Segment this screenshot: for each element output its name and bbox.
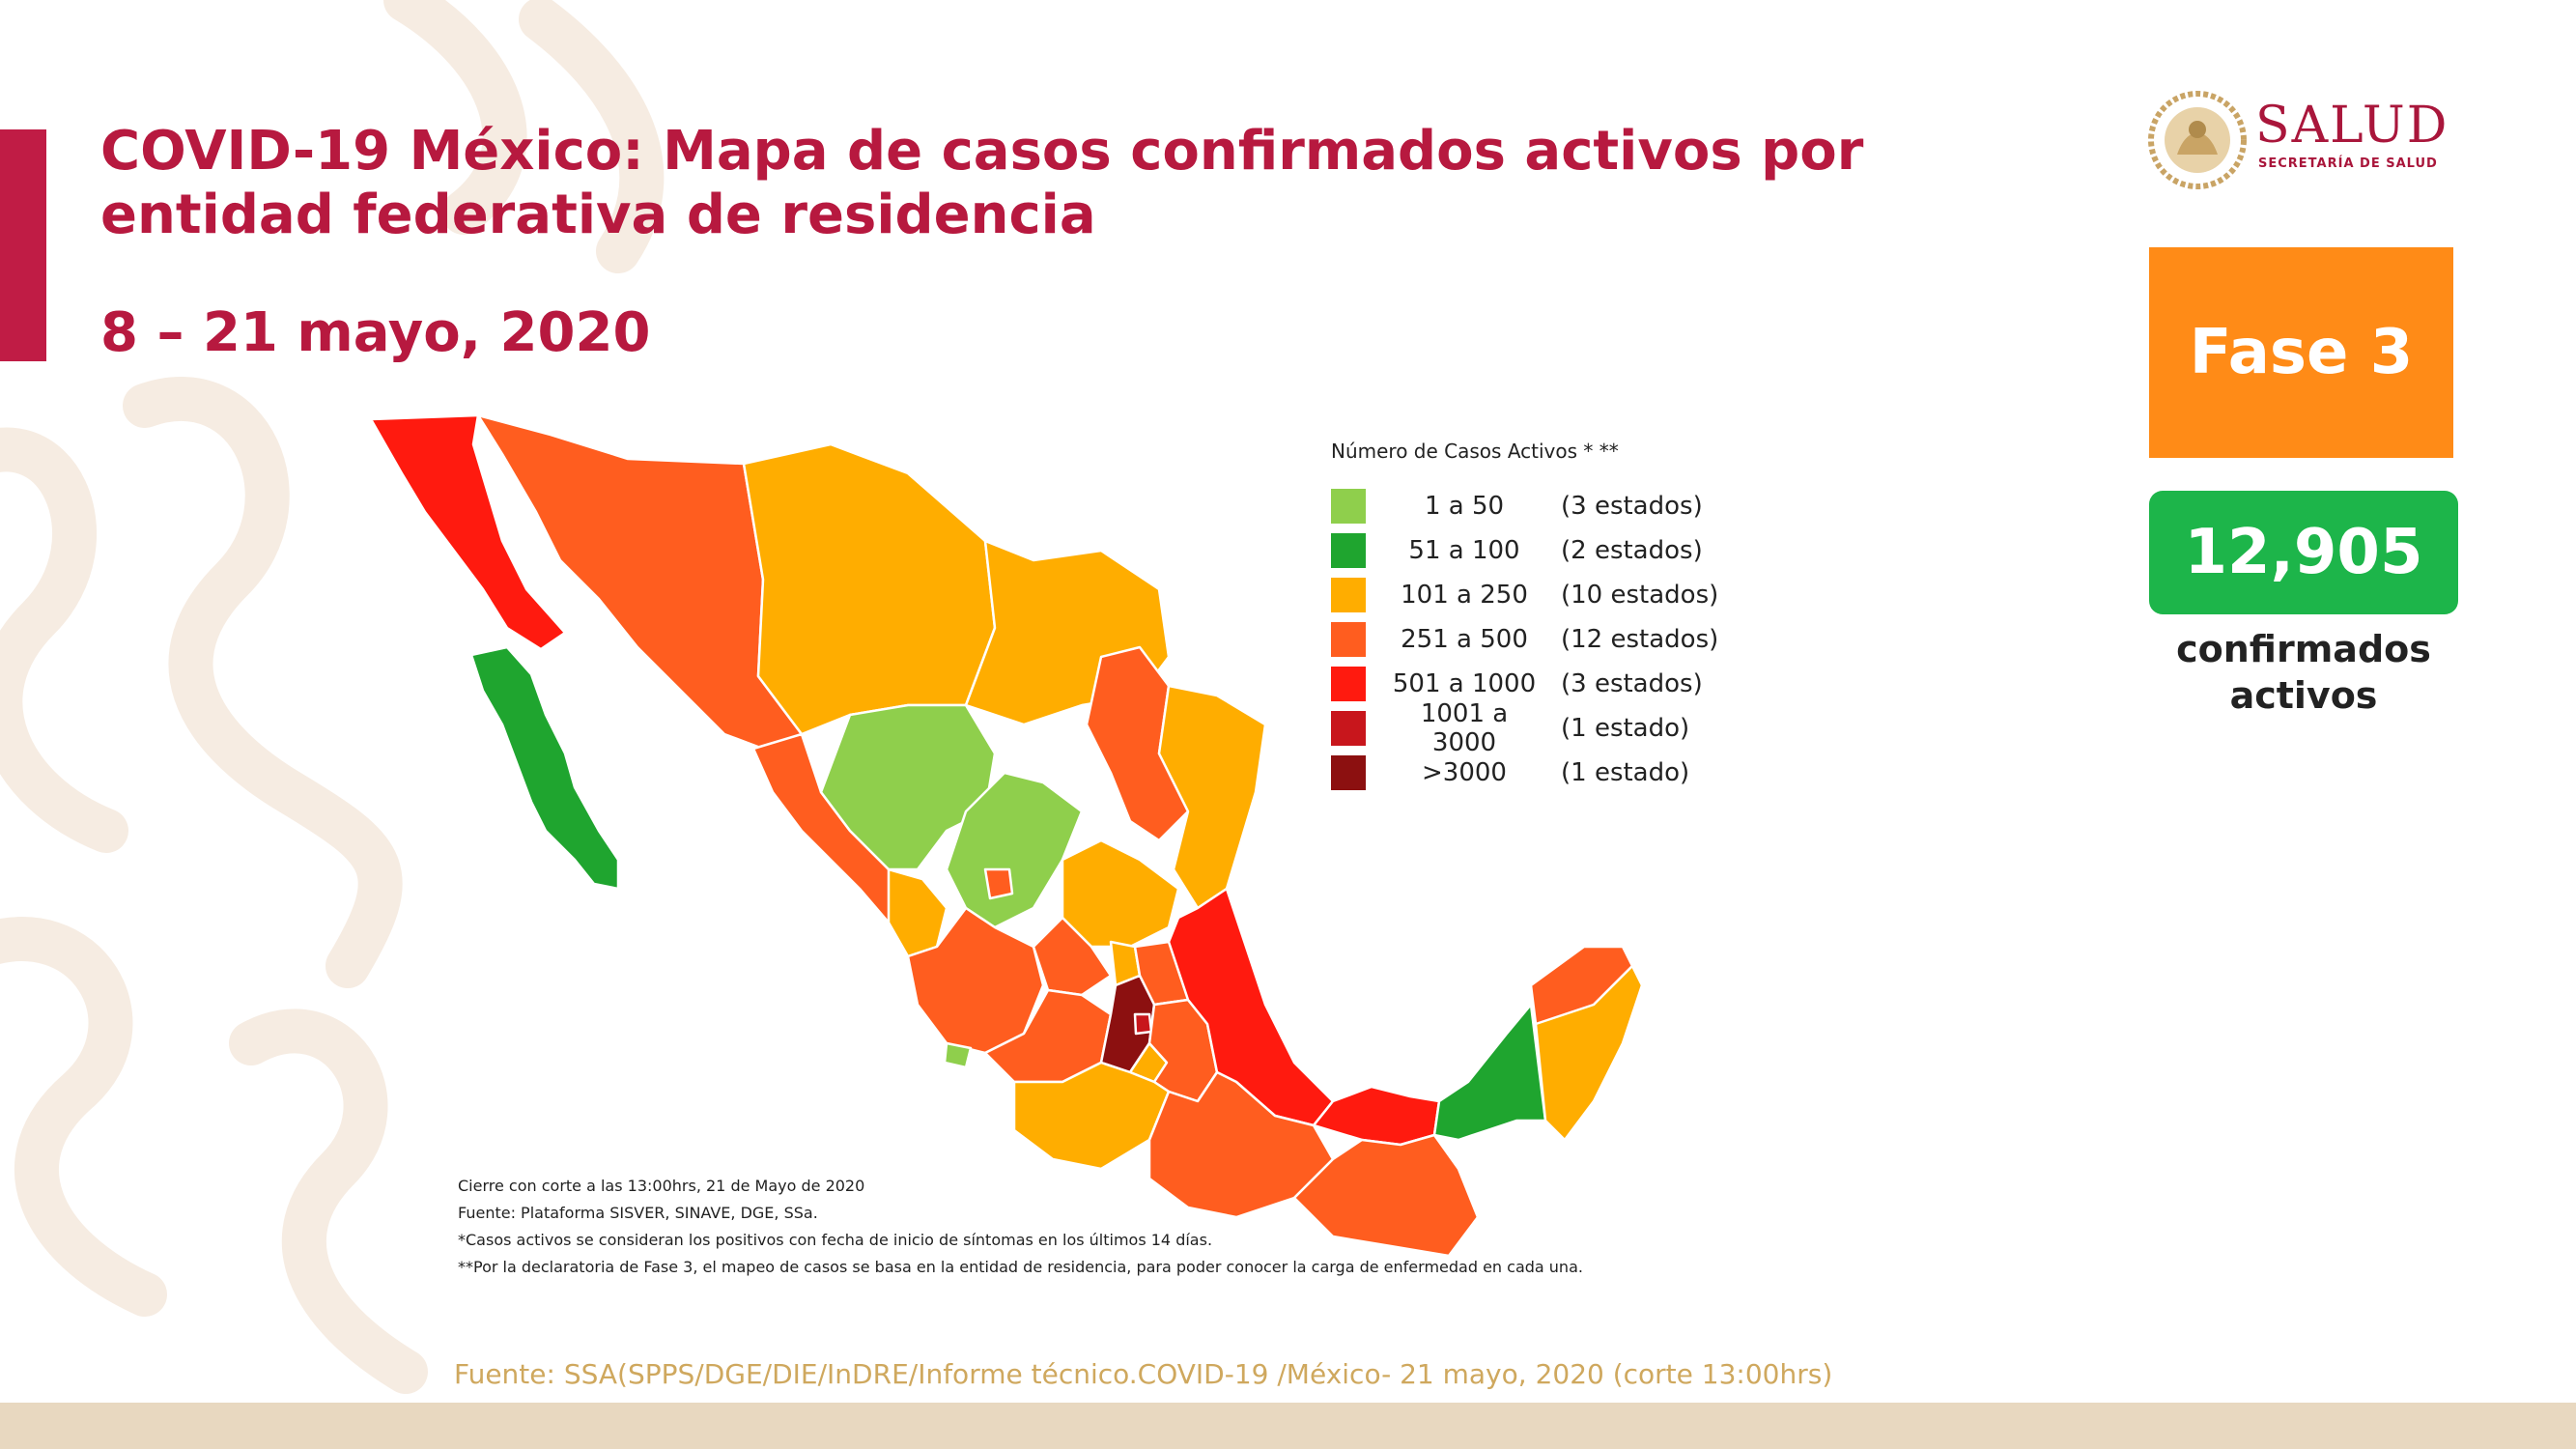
legend-swatch: [1331, 578, 1366, 612]
note-platform-source: Fuente: Plataforma SISVER, SINAVE, DGE, …: [458, 1204, 818, 1222]
active-cases-count: 12,905: [2149, 491, 2458, 614]
legend-states: (3 estados): [1561, 669, 1703, 698]
state-ciudad-de-mexico: [1133, 1012, 1153, 1036]
state-san-luis-potosi: [1061, 838, 1180, 949]
legend-states: (1 estado): [1561, 758, 1690, 787]
state-chihuahua: [742, 442, 997, 736]
state-nayarit: [887, 867, 948, 958]
salud-logo: SALUD SECRETARÍA DE SALUD: [2144, 81, 2463, 197]
legend-range: 1001 a 3000: [1420, 699, 1509, 757]
legend-item: 101 a 250 (10 estados): [1331, 573, 1756, 617]
state-baja-california: [369, 413, 567, 651]
page-title: COVID-19 México: Mapa de casos confirmad…: [100, 120, 1864, 246]
salud-logo-subtitle: SECRETARÍA DE SALUD: [2258, 156, 2438, 171]
mexico-map: [369, 413, 1644, 1258]
legend-states: (12 estados): [1561, 625, 1719, 654]
source-footer: Fuente: SSA(SPPS/DGE/DIE/InDRE/Informe t…: [454, 1358, 1833, 1390]
legend-range: 51 a 100: [1408, 536, 1520, 565]
legend-range: 501 a 1000: [1392, 669, 1537, 698]
legend-states: (1 estado): [1561, 714, 1690, 743]
legend-swatch: [1331, 755, 1366, 790]
legend-item: 1001 a 3000 (1 estado): [1331, 699, 1756, 757]
legend-swatch: [1331, 622, 1366, 657]
legend-title: Número de Casos Activos * **: [1331, 440, 1619, 463]
legend-item: >3000 (1 estado): [1331, 751, 1756, 795]
state-chiapas: [1292, 1133, 1480, 1258]
salud-logo-text: SALUD: [2255, 97, 2449, 155]
map-notes: Cierre con corte a las 13:00hrs, 21 de M…: [458, 1173, 1713, 1281]
accent-bar: [0, 129, 46, 361]
active-cases-label: confirmados activos: [2176, 628, 2431, 717]
state-sonora: [476, 413, 804, 751]
state-jalisco: [906, 906, 1045, 1055]
state-baja-california-sur: [469, 645, 620, 891]
legend-item: 251 a 500 (12 estados): [1331, 617, 1756, 662]
state-nuevo-leon: [1085, 645, 1190, 842]
legend-states: (3 estados): [1561, 492, 1703, 521]
state-tabasco: [1312, 1085, 1441, 1147]
legend-range: 101 a 250: [1401, 581, 1528, 610]
footer-band: [0, 1403, 2576, 1449]
note-cutoff: Cierre con corte a las 13:00hrs, 21 de M…: [458, 1177, 865, 1195]
state-campeche: [1432, 1003, 1547, 1142]
state-colima: [943, 1041, 973, 1069]
legend-swatch: [1331, 667, 1366, 701]
state-zacatecas: [945, 771, 1084, 929]
coat-of-arms-icon: [2148, 91, 2247, 189]
map-legend: Número de Casos Activos * ** 1 a 50 (3 e…: [1331, 440, 1756, 795]
state-quintana-roo: [1534, 964, 1644, 1142]
phase-box: Fase 3: [2149, 247, 2453, 458]
legend-states: (10 estados): [1561, 581, 1719, 610]
legend-swatch: [1331, 489, 1366, 524]
legend-states: (2 estados): [1561, 536, 1703, 565]
legend-item: 51 a 100 (2 estados): [1331, 528, 1756, 573]
state-aguascalientes: [983, 867, 1014, 900]
legend-item: 501 a 1000 (3 estados): [1331, 662, 1756, 706]
legend-range: >3000: [1422, 758, 1507, 787]
date-range: 8 – 21 mayo, 2020: [100, 301, 651, 364]
note-active-definition: *Casos activos se consideran los positiv…: [458, 1231, 1213, 1249]
legend-range: 251 a 500: [1401, 625, 1528, 654]
legend-swatch: [1331, 533, 1366, 568]
background-pattern: [0, 0, 665, 1394]
note-phase-3: **Por la declaratoria de Fase 3, el mape…: [458, 1258, 1583, 1276]
legend-range: 1 a 50: [1424, 492, 1505, 521]
legend-item: 1 a 50 (3 estados): [1331, 484, 1756, 528]
legend-swatch: [1331, 711, 1366, 746]
